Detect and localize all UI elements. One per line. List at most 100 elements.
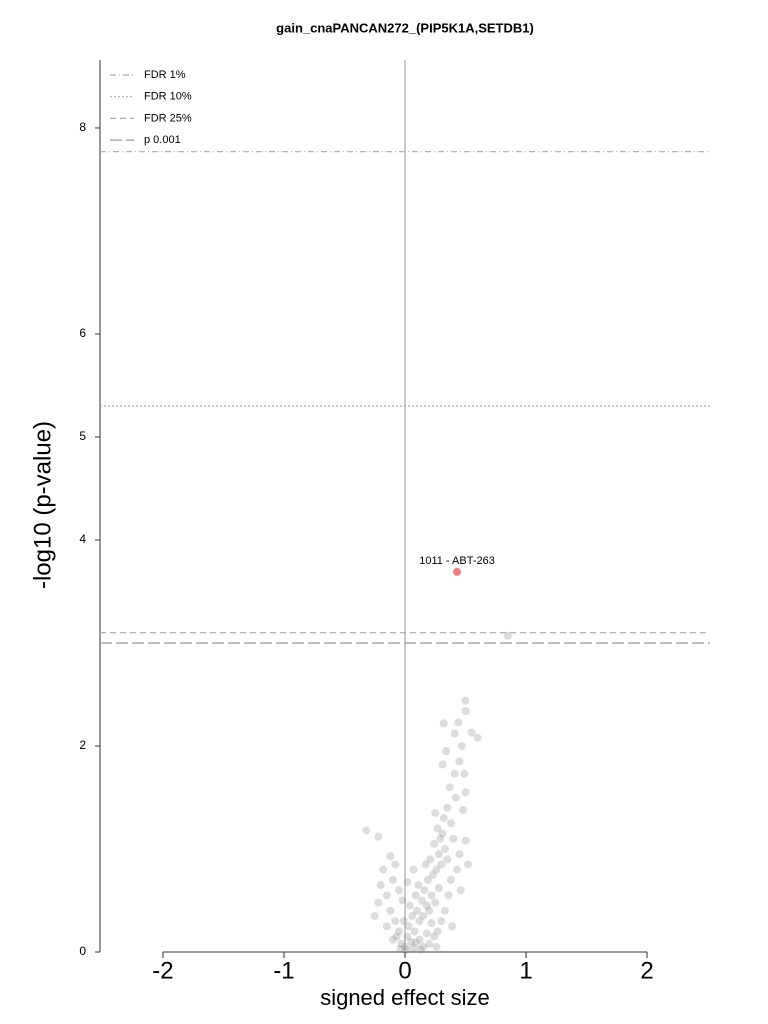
point [432, 865, 441, 874]
point [439, 814, 448, 823]
point [463, 860, 472, 869]
point [449, 834, 458, 843]
point [433, 824, 442, 833]
legend-label: FDR 10% [144, 91, 192, 103]
point [402, 945, 411, 954]
point [388, 935, 397, 944]
point [439, 719, 448, 728]
point [425, 906, 434, 915]
point [436, 834, 445, 843]
point [461, 706, 470, 715]
point [461, 836, 470, 845]
point [425, 939, 434, 948]
chart-title: gain_cnaPANCAN272_(PIP5K1A,SETDB1) [276, 20, 534, 35]
point [432, 942, 441, 951]
point [430, 839, 439, 848]
y-tick-label: 2 [79, 738, 86, 752]
point [408, 911, 417, 920]
point [427, 891, 436, 900]
point [451, 793, 460, 802]
point [443, 855, 452, 864]
highlight-label: 1011 - ABT-263 [419, 555, 495, 567]
point [394, 927, 403, 936]
point [433, 927, 442, 936]
point [405, 901, 414, 910]
point [414, 881, 423, 890]
point [446, 875, 455, 884]
point [444, 891, 453, 900]
point [391, 917, 400, 926]
point [382, 891, 391, 900]
point [411, 938, 420, 947]
highlight-point [453, 567, 462, 576]
point [386, 852, 395, 861]
point [401, 942, 409, 951]
point [453, 865, 462, 874]
point [427, 919, 436, 928]
point [403, 932, 412, 941]
y-tick-label: 8 [79, 120, 86, 134]
y-tick-label: 4 [79, 532, 86, 546]
point [446, 819, 455, 828]
legend-label: FDR 25% [144, 112, 192, 124]
point [455, 850, 464, 859]
point [409, 943, 418, 952]
x-tick-label: -1 [273, 957, 294, 984]
point [443, 803, 452, 812]
y-tick-label: 0 [79, 944, 86, 958]
y-axis-label: -log10 (p-value) [29, 421, 56, 589]
point [420, 886, 429, 895]
point [419, 942, 428, 951]
point [394, 886, 403, 895]
point [399, 917, 408, 926]
point [370, 911, 379, 920]
point [437, 860, 446, 869]
point [382, 922, 391, 931]
point [376, 881, 385, 890]
point [419, 911, 428, 920]
point [423, 875, 432, 884]
point [362, 826, 371, 835]
point [391, 860, 400, 869]
point [431, 898, 440, 907]
point [457, 741, 466, 750]
point [403, 877, 412, 886]
legend-label: p 0.001 [144, 134, 181, 146]
point [410, 927, 419, 936]
point [455, 757, 464, 766]
point [415, 935, 424, 944]
point [448, 922, 457, 931]
point [437, 917, 446, 926]
point [417, 896, 426, 905]
point [431, 808, 440, 817]
point [445, 783, 454, 792]
point [460, 769, 469, 778]
point [434, 884, 443, 893]
x-axis-label: signed effect size [320, 985, 490, 1010]
x-tick-label: 2 [640, 957, 653, 984]
point [422, 901, 431, 910]
point [459, 805, 468, 814]
point [392, 932, 401, 941]
point [438, 760, 447, 769]
point [388, 875, 397, 884]
point [379, 865, 388, 874]
point [426, 855, 435, 864]
point [407, 937, 416, 946]
point [416, 945, 425, 954]
point [415, 917, 424, 926]
point [461, 788, 470, 797]
point [467, 728, 476, 737]
point [413, 906, 422, 915]
point [456, 886, 465, 895]
x-tick-label: 1 [519, 957, 532, 984]
point [454, 718, 463, 727]
point [422, 929, 431, 938]
point [397, 939, 406, 948]
point [450, 729, 459, 738]
x-tick-label: -2 [152, 957, 173, 984]
point [374, 832, 383, 841]
point [374, 898, 383, 907]
point [386, 906, 395, 915]
